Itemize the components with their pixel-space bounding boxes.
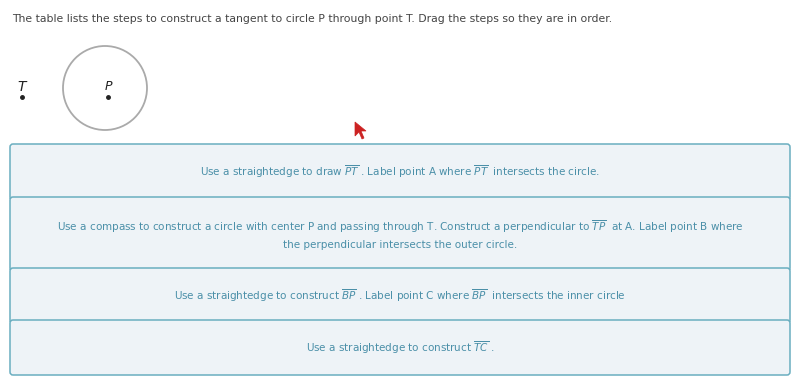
Text: The table lists the steps to construct a tangent to circle P through point T. Dr: The table lists the steps to construct a… [12,14,612,24]
FancyBboxPatch shape [10,268,790,323]
Text: Use a straightedge to construct $\overline{BP}$ . Label point C where $\overline: Use a straightedge to construct $\overli… [174,287,626,304]
FancyBboxPatch shape [10,320,790,375]
Text: Use a straightedge to draw $\overline{PT}$ . Label point A where $\overline{PT}$: Use a straightedge to draw $\overline{PT… [200,164,600,180]
FancyBboxPatch shape [10,197,790,271]
Polygon shape [355,122,366,139]
FancyBboxPatch shape [10,144,790,200]
Text: Use a straightedge to construct $\overline{TC}$ .: Use a straightedge to construct $\overli… [306,339,494,356]
Text: P: P [104,80,112,93]
Text: Use a compass to construct a circle with center P and passing through T. Constru: Use a compass to construct a circle with… [57,218,743,250]
Text: T: T [18,80,26,94]
